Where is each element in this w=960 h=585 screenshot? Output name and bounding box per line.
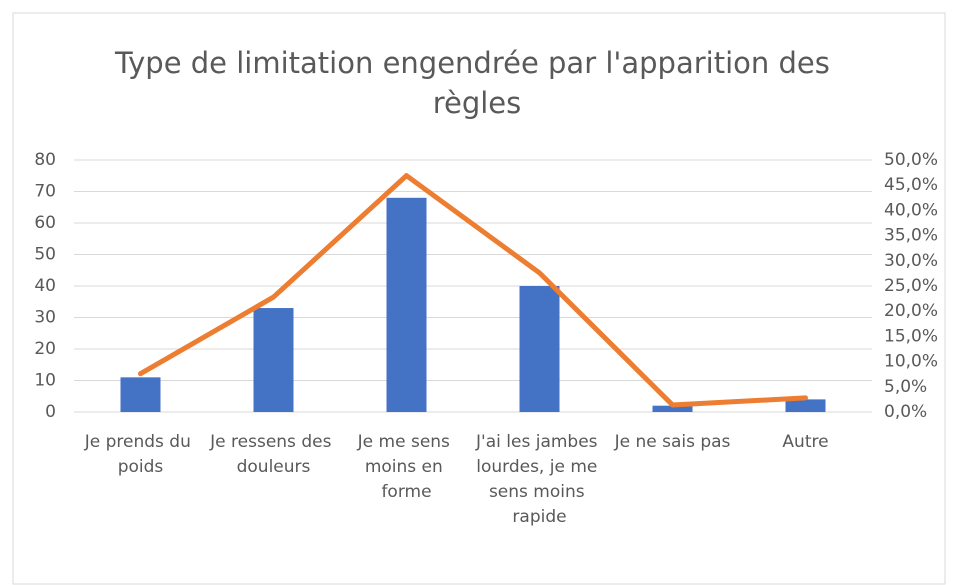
y2-tick-label: 0,0%: [884, 402, 927, 422]
x-tick-label: Je me sens moins en forme: [357, 432, 456, 502]
y-tick-label: 50: [34, 245, 56, 265]
y2-tick-label: 35,0%: [884, 226, 938, 246]
y2-tick-label: 25,0%: [884, 276, 938, 296]
y2-tick-label: 50,0%: [884, 150, 938, 170]
x-tick-label: J'ai les jambes lourdes, je me sens moin…: [475, 432, 603, 527]
y-tick-label: 30: [34, 308, 56, 328]
bar: [253, 308, 294, 412]
y2-tick-label: 15,0%: [884, 326, 938, 346]
y-tick-label: 70: [34, 182, 56, 202]
y-tick-label: 80: [34, 150, 56, 170]
x-tick-label: Je prends du poids: [84, 432, 197, 477]
chart-frame: [12, 12, 946, 585]
y2-tick-label: 5,0%: [884, 377, 927, 397]
x-tick-label: Je ressens des douleurs: [209, 432, 337, 477]
y-tick-label: 60: [34, 213, 56, 233]
bar: [120, 377, 161, 412]
y2-tick-label: 30,0%: [884, 251, 938, 271]
bar: [386, 197, 427, 412]
x-tick-label: Je ne sais pas: [614, 432, 731, 452]
y-tick-label: 20: [34, 339, 56, 359]
bar: [652, 405, 693, 412]
y-tick-label: 0: [45, 402, 56, 422]
y2-tick-label: 45,0%: [884, 175, 938, 195]
bar: [519, 286, 560, 412]
y-tick-label: 10: [34, 371, 56, 391]
bar: [785, 399, 826, 412]
y2-tick-label: 20,0%: [884, 301, 938, 321]
y2-tick-label: 10,0%: [884, 352, 938, 372]
line: [138, 173, 808, 408]
y2-tick-label: 40,0%: [884, 200, 938, 220]
y-tick-label: 40: [34, 276, 56, 296]
x-tick-label: Autre: [782, 432, 828, 452]
chart-title: Type de limitation engendrée par l'appar…: [114, 46, 839, 120]
